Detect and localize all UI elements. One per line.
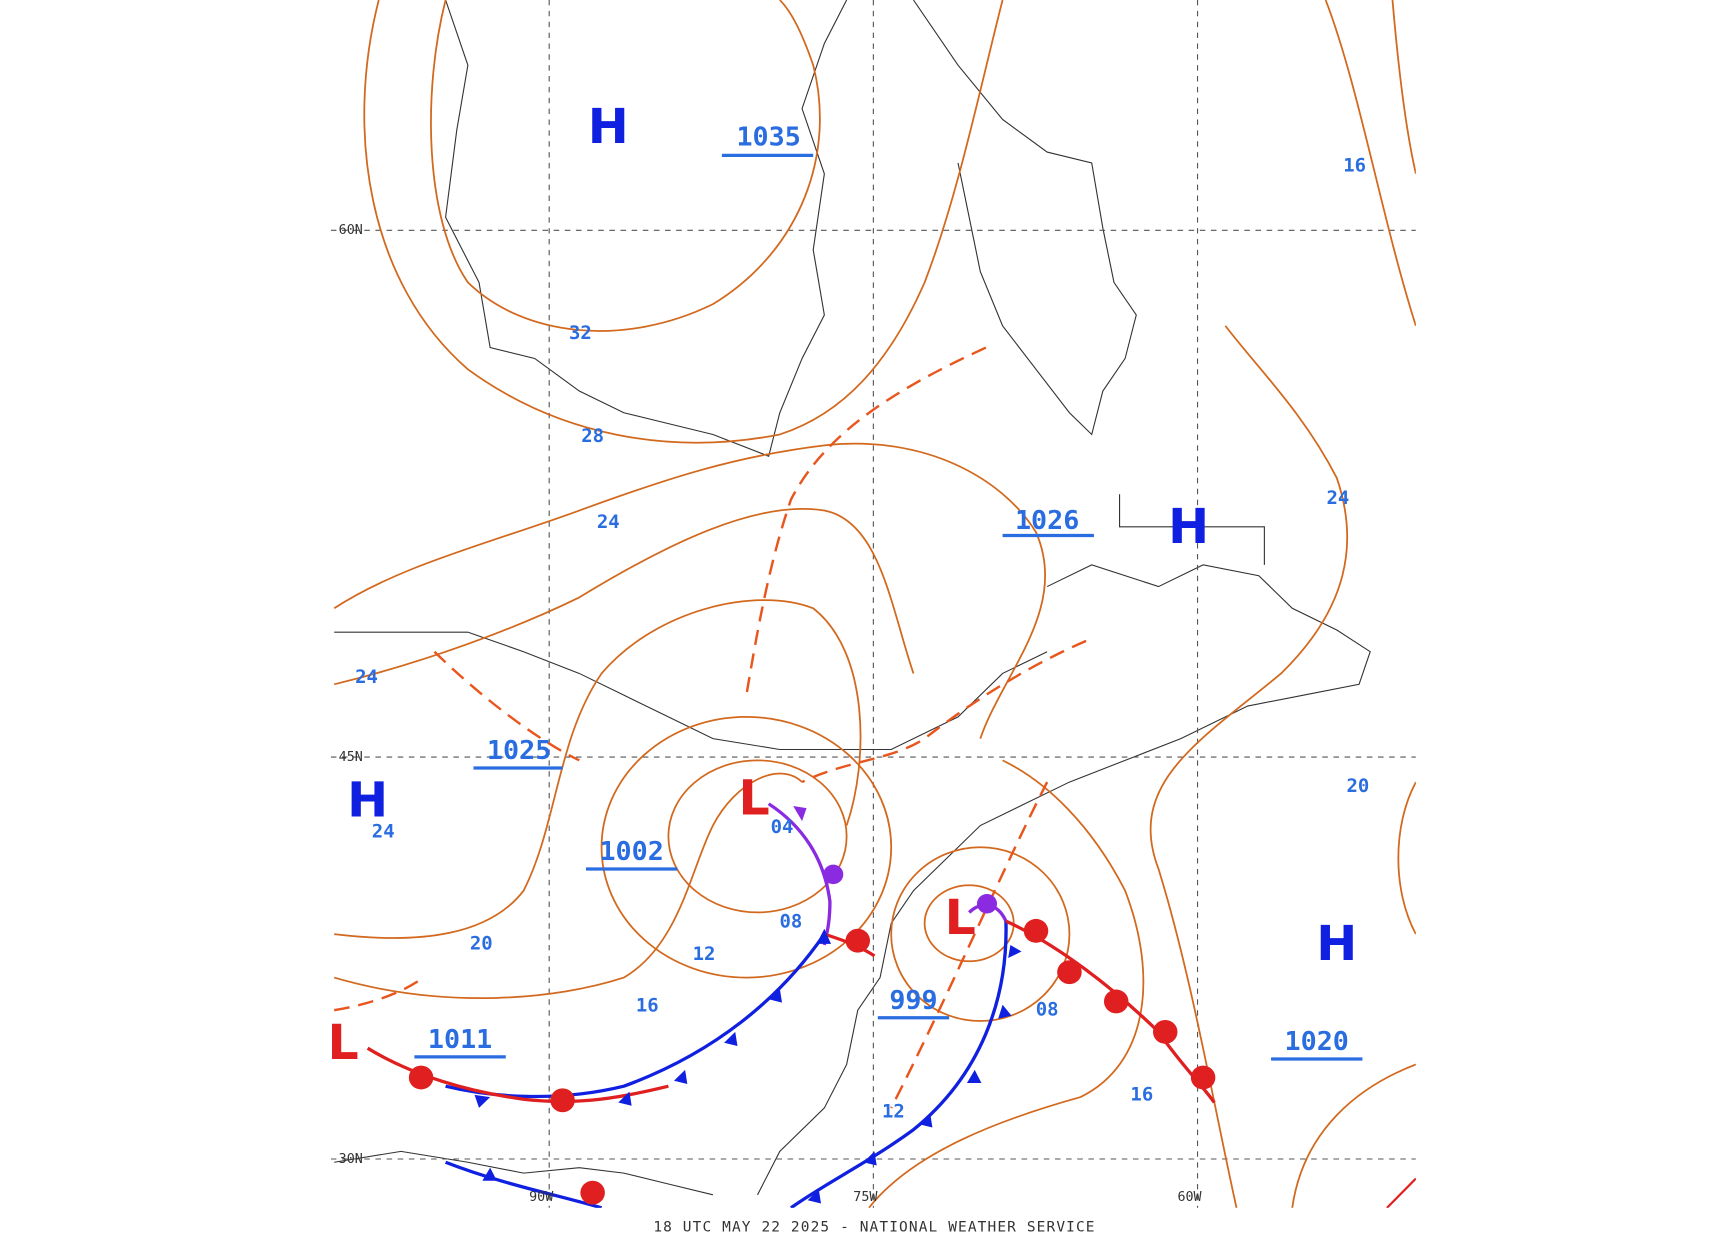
isobar-label: 08 (1036, 1000, 1059, 1021)
isobar-label: 24 (597, 512, 620, 533)
high-center: H (588, 100, 629, 155)
isobar-labels: 32 28 24 24 24 20 16 12 08 04 12 08 16 2… (355, 156, 1369, 1123)
latitude-label: 45N (339, 750, 363, 765)
isobar (334, 599, 862, 939)
isobar (1397, 781, 1416, 935)
isobar-label: 12 (693, 944, 716, 965)
isobar-label: 16 (1130, 1085, 1153, 1106)
central-pressure: 1002 (599, 836, 663, 867)
central-pressure: 1025 (487, 735, 551, 766)
cold-front (789, 921, 1008, 1208)
longitude-label: 90W (529, 1190, 553, 1205)
isobar (333, 507, 915, 686)
isobar (1291, 1063, 1416, 1208)
low-center: L (739, 771, 770, 826)
border (334, 631, 1048, 751)
occluded-front (767, 802, 832, 946)
high-center: H (1316, 917, 1357, 972)
trough (890, 781, 1049, 1109)
isobar (600, 716, 893, 979)
isobar-label: 16 (1343, 156, 1366, 177)
isobar-label: 16 (636, 995, 659, 1016)
isobar-label: 20 (470, 934, 493, 955)
isobar (333, 442, 1047, 739)
grid-labels: 60N 45N 30N 90W 75W 60W (339, 223, 1202, 1205)
isobar (430, 0, 821, 332)
longitude-label: 60W (1177, 1190, 1201, 1205)
warm-front-symbols (408, 918, 1216, 1205)
central-pressure: 1020 (1285, 1026, 1349, 1057)
high-center: H (347, 773, 388, 828)
low-center: L (327, 1015, 358, 1070)
coastline (334, 1150, 714, 1196)
cold-front (444, 1160, 603, 1208)
isobar-label: 24 (372, 822, 395, 843)
longitude-label: 75W (853, 1190, 877, 1205)
isobar-label: 24 (1327, 488, 1350, 509)
isobar (1149, 325, 1349, 1208)
coastline (913, 0, 1137, 436)
isobar (333, 772, 803, 1000)
isobar-label: 24 (355, 667, 378, 688)
isobar-label: 28 (581, 426, 604, 447)
isobar (1391, 0, 1416, 174)
central-pressures: 1035 1026 1025 1002 999 1011 1020 (414, 122, 1363, 1061)
isobar-label: 12 (882, 1102, 905, 1123)
cold-front-symbols (474, 928, 1022, 1204)
isobar (890, 846, 1071, 1022)
central-pressure: 1011 (428, 1024, 492, 1055)
footer: 18 UTC MAY 22 2025 - NATIONAL WEATHER SE… (653, 1220, 1095, 1236)
map-area: 32 28 24 24 24 20 16 12 08 04 12 08 16 2… (327, 0, 1416, 1208)
trough (801, 639, 1087, 784)
high-center: H (1168, 499, 1209, 554)
warm-front (1386, 1177, 1416, 1208)
isobar (868, 759, 1145, 1208)
occluded-front-symbols (793, 805, 998, 914)
trough (333, 976, 425, 1012)
low-center: L (945, 890, 976, 945)
coastline (445, 0, 848, 457)
central-pressure: 1035 (736, 122, 800, 153)
isobar-label: 20 (1347, 776, 1370, 797)
isobar-label: 04 (771, 817, 794, 838)
isobar (363, 0, 1004, 444)
isobar-label: 32 (569, 323, 592, 344)
pressure-centers: H H H H L L L (327, 100, 1357, 1071)
latitude-label: 30N (339, 1152, 363, 1167)
central-pressure: 999 (889, 985, 937, 1016)
central-pressure: 1026 (1015, 505, 1079, 536)
isobar-label: 08 (780, 912, 803, 933)
isobar (667, 759, 848, 914)
isobar (1324, 0, 1416, 327)
latitude-label: 60N (339, 223, 363, 238)
coastline (757, 564, 1371, 1196)
border (1119, 494, 1265, 565)
trough (745, 346, 987, 696)
